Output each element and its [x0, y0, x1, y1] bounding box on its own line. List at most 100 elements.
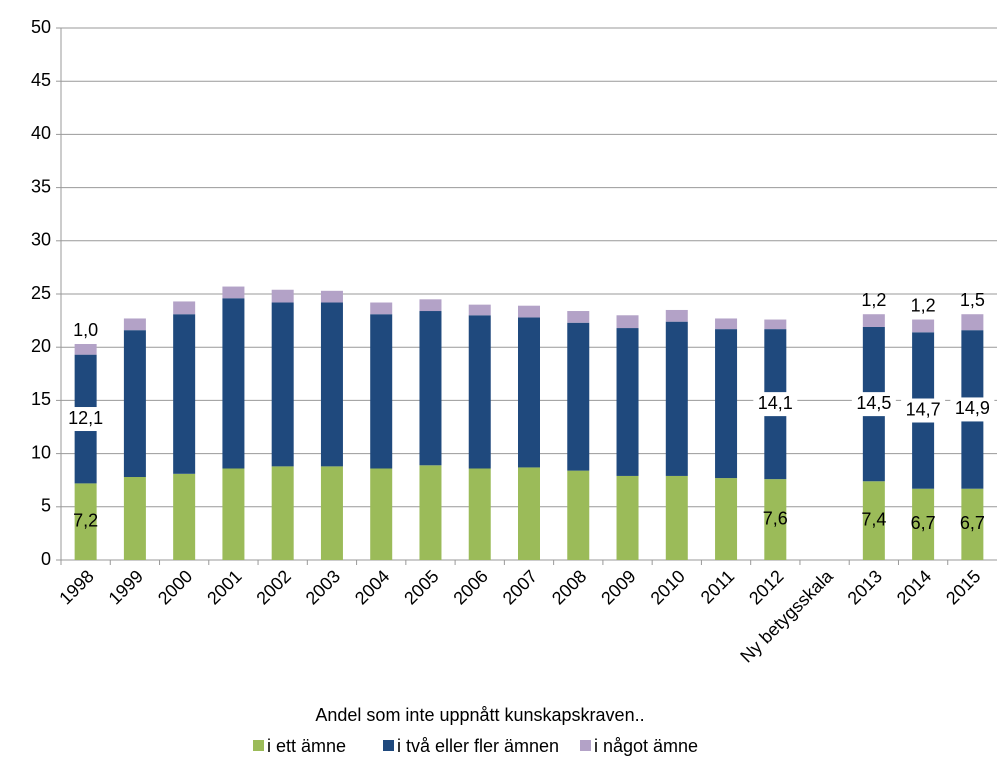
- bar-segment: [518, 317, 540, 468]
- legend-label: i något ämne: [594, 736, 698, 756]
- label-background: [901, 398, 946, 423]
- bar-segment: [616, 315, 639, 329]
- bar-segment: [715, 329, 738, 479]
- bar-segment: [567, 470, 590, 560]
- bar-segment: [123, 330, 146, 478]
- y-tick-label: 40: [31, 123, 51, 143]
- bar-segment: [912, 319, 935, 333]
- bar-segment: [665, 475, 688, 560]
- bar-segment: [419, 311, 442, 466]
- data-label: 14,5: [856, 393, 891, 413]
- data-label: 14,9: [955, 398, 990, 418]
- legend-swatch: [383, 740, 394, 751]
- data-label: 1,5: [960, 290, 985, 310]
- bar-segment: [173, 314, 196, 474]
- bar-segment: [665, 321, 688, 476]
- bar-segment: [123, 477, 146, 560]
- data-label: 1,0: [73, 320, 98, 340]
- y-tick-label: 10: [31, 442, 51, 462]
- bar-segment: [616, 475, 639, 560]
- bar-segment: [74, 344, 97, 355]
- x-tick-label: 1998: [55, 566, 97, 608]
- bar-segment: [567, 311, 590, 323]
- x-tick-label: 2012: [745, 566, 787, 608]
- bar-segment: [222, 298, 245, 469]
- bar-segment: [961, 488, 984, 560]
- x-tick-label: 2008: [548, 566, 590, 608]
- bar-segment: [419, 465, 442, 560]
- x-tick-label: 2010: [647, 566, 689, 608]
- x-tick-label: 1999: [105, 566, 147, 608]
- data-label: 14,1: [758, 393, 793, 413]
- data-label: 6,7: [911, 513, 936, 533]
- label-background: [753, 392, 798, 417]
- label-background: [63, 407, 108, 432]
- y-tick-label: 50: [31, 17, 51, 37]
- bar-segment: [271, 466, 294, 560]
- data-label: 6,7: [960, 513, 985, 533]
- bar-segment: [222, 286, 245, 299]
- bar-segment: [370, 302, 393, 315]
- x-tick-label: 2000: [154, 566, 196, 608]
- bar-segment: [320, 302, 343, 467]
- bar-segment: [764, 479, 787, 560]
- x-axis-title: Andel som inte uppnått kunskapskraven..: [315, 705, 644, 725]
- data-label: 1,2: [861, 290, 886, 310]
- y-tick-label: 45: [31, 70, 51, 90]
- bar-segment: [862, 481, 885, 560]
- legend-swatch: [580, 740, 591, 751]
- x-tick-label: 2011: [697, 566, 739, 608]
- bar-segment: [370, 314, 393, 469]
- bar-segment: [74, 483, 97, 560]
- bar-segment: [715, 478, 738, 560]
- bar-segment: [123, 318, 146, 331]
- bar-segment: [518, 305, 540, 318]
- legend-label: i två eller fler ämnen: [397, 736, 559, 756]
- x-tick-label: 2003: [302, 566, 344, 608]
- bar-segment: [419, 299, 442, 312]
- bar-segment: [271, 302, 294, 467]
- data-label: 7,6: [763, 508, 788, 528]
- bar-segment: [715, 318, 738, 330]
- bar-segment: [518, 467, 540, 560]
- bar-segment: [912, 488, 935, 560]
- bar-segment: [616, 328, 639, 476]
- x-tick-label: 2007: [499, 566, 541, 608]
- bar-segment: [468, 304, 491, 316]
- y-tick-label: 0: [41, 549, 51, 569]
- x-tick-label: 2004: [351, 566, 393, 608]
- bar-segment: [961, 314, 984, 331]
- legend-swatch: [253, 740, 264, 751]
- legend-label: i ett ämne: [267, 736, 346, 756]
- x-tick-label: 2002: [252, 566, 294, 608]
- bar-segment: [665, 309, 688, 322]
- bar-segment: [271, 289, 294, 303]
- bar-segment: [222, 468, 245, 560]
- label-background: [950, 397, 995, 422]
- data-label: 7,2: [73, 510, 98, 530]
- data-label: 7,4: [861, 509, 886, 529]
- data-label: 12,1: [68, 408, 103, 428]
- bar-segment: [468, 468, 491, 560]
- y-tick-label: 20: [31, 336, 51, 356]
- y-tick-label: 35: [31, 176, 51, 196]
- x-tick-label: 2006: [449, 566, 491, 608]
- bar-segment: [567, 322, 590, 471]
- y-tick-label: 30: [31, 230, 51, 250]
- x-tick-label: 2001: [203, 566, 245, 608]
- x-tick-label: 2013: [844, 566, 886, 608]
- x-tick-label: 2015: [942, 566, 984, 608]
- x-tick-label: 2009: [597, 566, 639, 608]
- label-background: [851, 392, 896, 417]
- y-tick-label: 15: [31, 389, 51, 409]
- bar-segment: [764, 319, 787, 330]
- x-tick-label: 2005: [400, 566, 442, 608]
- bar-segment: [370, 468, 393, 560]
- bar-segment: [173, 301, 196, 315]
- data-label: 1,2: [911, 295, 936, 315]
- bar-segment: [173, 473, 196, 560]
- y-tick-label: 25: [31, 283, 51, 303]
- bar-segment: [320, 290, 343, 303]
- y-tick-label: 5: [41, 496, 51, 516]
